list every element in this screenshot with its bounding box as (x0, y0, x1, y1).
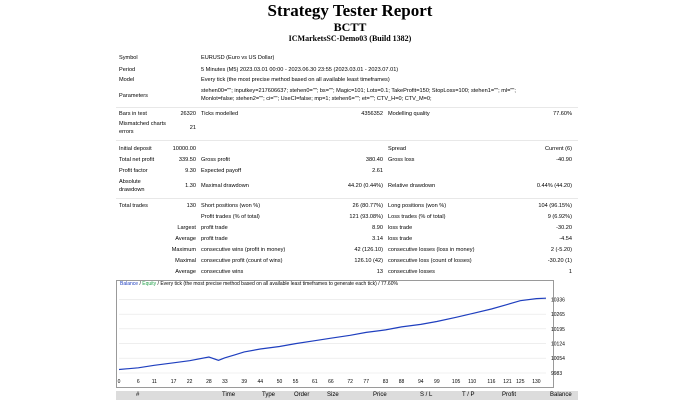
gross-loss-label: Gross loss (388, 157, 415, 163)
total-trades-label: Total trades (119, 203, 148, 209)
loss-trades-label: Loss trades (% of total) (388, 214, 446, 220)
col-order: Order (294, 392, 310, 398)
largest-loss-value: -30.20 (556, 225, 572, 231)
max-consecutive-wins-value: 42 (126.10) (354, 247, 383, 253)
col-balance: Balance (550, 392, 572, 398)
average-consecutive-losses-label: consecutive losses (388, 269, 435, 275)
chart-legend: Balance / Equity / Every tick (the most … (120, 281, 398, 287)
net-profit-label: Total net profit (119, 157, 155, 163)
legend-divider: / (139, 281, 141, 287)
absolute-drawdown-label-2: drawdown (119, 187, 145, 193)
legend-equity: Equity (142, 281, 157, 287)
spread-value: Current (6) (544, 146, 572, 152)
absolute-drawdown-value: 1.30 (185, 183, 196, 189)
relative-drawdown-value: 0.44% (44.20) (536, 183, 572, 189)
spread-label: Spread (388, 146, 407, 152)
col-size: Size (327, 392, 339, 398)
ticks-value: 4356352 (361, 111, 383, 117)
gross-loss-value: -40.90 (556, 157, 572, 163)
col-time: Time (222, 392, 236, 398)
max-consecutive-losses-value: 2 (-5.20) (550, 247, 572, 253)
deals-table-header: # Time Type Order Size Price S / L T / P… (116, 391, 578, 400)
period-label: Period (119, 67, 136, 73)
report-title: Strategy Tester Report (267, 1, 433, 20)
ticks-label: Ticks modelled (201, 111, 239, 117)
largest-label: Largest (177, 225, 196, 231)
model-value: Every tick (the most precise method base… (201, 77, 390, 83)
loss-trades-value: 9 (6.92%) (547, 214, 572, 220)
maximal-consecutive-profit-label: consecutive profit (count of wins) (201, 258, 283, 264)
maximal-label: Maximal (175, 258, 196, 264)
average-consecutive-losses-value: 1 (568, 269, 572, 275)
largest-profit-label: profit trade (201, 225, 228, 231)
maximal-consecutive-loss-value: -30.20 (1) (547, 258, 572, 264)
relative-drawdown-label: Relative drawdown (388, 183, 436, 189)
average-loss-value: -4.54 (559, 236, 572, 242)
col-price: Price (373, 392, 387, 398)
parameters-label: Parameters (119, 93, 148, 99)
initial-deposit-value: 10000.00 (172, 146, 196, 152)
average-consecutive-wins-value: 13 (376, 269, 383, 275)
maximum-label: Maximum (171, 247, 196, 253)
model-label: Model (119, 77, 135, 83)
short-positions-value: 26 (80.77%) (352, 203, 383, 209)
expert-name: BCTT (333, 20, 367, 34)
short-positions-label: Short positions (won %) (201, 203, 261, 209)
server-build: ICMarketsSC-Demo03 (Build 1382) (288, 34, 412, 43)
long-positions-value: 104 (96.15%) (538, 203, 572, 209)
initial-deposit-label: Initial deposit (119, 146, 152, 152)
expected-payoff-label: Expected payoff (201, 168, 242, 174)
col-tp: T / P (462, 392, 475, 398)
profit-trades-label: Profit trades (% of total) (201, 214, 260, 220)
average-profit-label: profit trade (201, 236, 228, 242)
mismatch-label-2: errors (119, 129, 134, 135)
maximal-consecutive-loss-label: consecutive loss (count of losses) (388, 258, 472, 264)
gross-profit-value: 380.40 (365, 157, 383, 163)
parameters-line-2: Monlot=false; stehen2=""; ci=""; UseCI=f… (201, 96, 432, 102)
maximal-consecutive-profit-value: 126.10 (42) (354, 258, 383, 264)
legend-balance: Balance (120, 281, 139, 287)
symbol-label: Symbol (119, 55, 138, 61)
col-number: # (136, 392, 140, 398)
col-sl: S / L (420, 392, 433, 398)
total-trades-value: 130 (186, 203, 196, 209)
col-type: Type (262, 392, 276, 398)
maximal-drawdown-label: Maximal drawdown (201, 183, 249, 189)
period-value: 5 Minutes (M5) 2023.03.01 00:00 - 2023.0… (201, 67, 399, 73)
bars-label: Bars in test (119, 111, 147, 117)
profit-factor-value: 9.30 (185, 168, 196, 174)
average-label: Average (175, 236, 196, 242)
bars-value: 26320 (180, 111, 196, 117)
divider (116, 140, 578, 141)
divider (116, 107, 578, 108)
average-consecutive-wins-label: consecutive wins (201, 269, 244, 275)
max-consecutive-losses-label: consecutive losses (loss in money) (388, 247, 475, 253)
col-profit: Profit (502, 392, 517, 398)
long-positions-label: Long positions (won %) (388, 203, 447, 209)
expected-payoff-value: 2.61 (372, 168, 383, 174)
average-loss-label: loss trade (388, 236, 413, 242)
largest-loss-label: loss trade (388, 225, 413, 231)
legend-description: / Every tick (the most precise method ba… (157, 281, 398, 287)
balance-chart-frame (116, 280, 554, 388)
maximal-drawdown-value: 44.20 (0.44%) (347, 183, 383, 189)
symbol-value: EURUSD (Euro vs US Dollar) (201, 55, 275, 61)
largest-profit-value: 8.90 (372, 225, 383, 231)
max-consecutive-wins-label: consecutive wins (profit in money) (201, 247, 286, 253)
divider (116, 198, 578, 199)
mismatch-value: 21 (189, 125, 196, 131)
quality-value: 77.60% (553, 111, 572, 117)
mismatch-label: Mismatched charts (119, 121, 166, 127)
net-profit-value: 339.50 (178, 157, 196, 163)
average-profit-value: 3.14 (372, 236, 383, 242)
quality-label: Modelling quality (388, 111, 430, 117)
profit-factor-label: Profit factor (119, 168, 148, 174)
profit-trades-value: 121 (93.08%) (349, 214, 383, 220)
parameters-line-1: stehen00=""; inputkey=217606637; stehen0… (201, 88, 516, 94)
average-consecutive-label: Average (175, 269, 196, 275)
absolute-drawdown-label: Absolute (119, 179, 141, 185)
gross-profit-label: Gross profit (201, 157, 230, 163)
